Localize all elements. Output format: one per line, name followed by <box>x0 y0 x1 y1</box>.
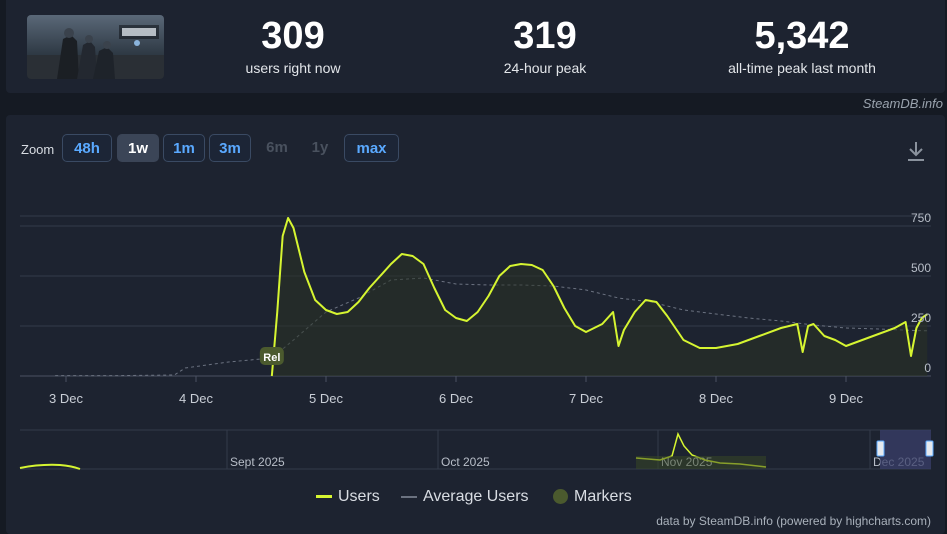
chart-panel <box>6 115 945 534</box>
source-label: SteamDB.info <box>862 96 943 111</box>
current-users-value: 309 <box>261 15 325 57</box>
legend-average-users[interactable]: Average Users <box>401 488 529 506</box>
zoom-1y-button: 1y <box>311 139 329 156</box>
zoom-1w-button[interactable]: 1w <box>117 134 159 162</box>
legend-users[interactable]: Users <box>316 488 380 506</box>
zoom-max-button[interactable]: max <box>344 134 399 162</box>
game-thumbnail[interactable] <box>27 15 164 79</box>
current-users-label: users right now <box>245 60 341 76</box>
legend-markers[interactable]: Markers <box>553 488 632 506</box>
legend-users-label: Users <box>338 488 380 505</box>
zoom-48h-button[interactable]: 48h <box>62 134 112 162</box>
all-time-peak-value: 5,342 <box>754 15 850 57</box>
stat-current-users: 309 users right now <box>173 14 413 76</box>
zoom-3m-button[interactable]: 3m <box>209 134 251 162</box>
zoom-1m-button[interactable]: 1m <box>163 134 205 162</box>
game-art-image <box>27 15 164 79</box>
average-legend-swatch <box>401 495 417 498</box>
markers-legend-swatch <box>553 489 568 505</box>
24h-peak-label: 24-hour peak <box>503 60 587 76</box>
stat-24h-peak: 319 24-hour peak <box>425 14 665 76</box>
zoom-6m-button: 6m <box>266 139 288 156</box>
chart-credits[interactable]: data by SteamDB.info (powered by highcha… <box>656 514 931 528</box>
zoom-label: Zoom <box>21 142 55 157</box>
24h-peak-value: 319 <box>513 15 577 57</box>
legend-markers-label: Markers <box>574 488 632 505</box>
legend-average-users-label: Average Users <box>423 488 529 505</box>
all-time-peak-label: all-time peak last month <box>728 60 876 76</box>
stat-all-time-peak: 5,342 all-time peak last month <box>682 14 922 76</box>
download-icon[interactable] <box>905 140 927 162</box>
stats-header: 309 users right now 319 24-hour peak 5,3… <box>6 0 945 93</box>
users-legend-swatch <box>316 495 332 499</box>
